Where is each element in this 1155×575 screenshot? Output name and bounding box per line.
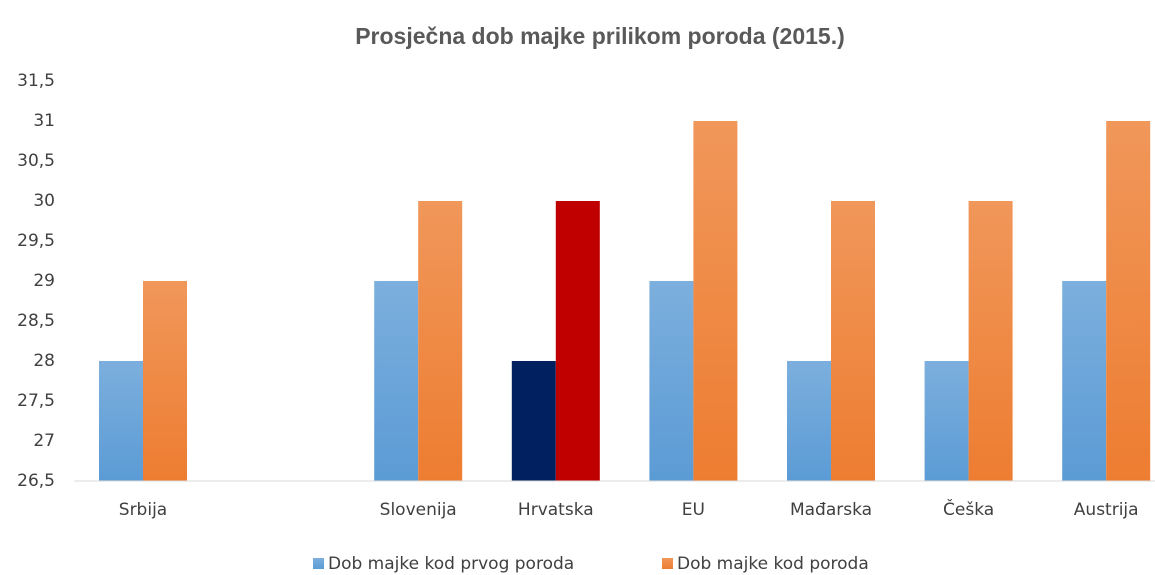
x-tick-label: Austrija — [1074, 500, 1139, 520]
x-tick-label: EU — [682, 500, 705, 520]
bar — [831, 201, 875, 481]
x-tick-label: Mađarska — [790, 500, 872, 520]
y-tick-label: 29,5 — [17, 231, 55, 251]
x-tick-label: Hrvatska — [518, 500, 594, 520]
bar — [143, 281, 187, 481]
x-tick-label: Slovenija — [380, 500, 457, 520]
y-tick-label: 30 — [33, 191, 55, 211]
bar — [649, 281, 694, 481]
bar — [968, 201, 1013, 481]
x-tick-label: Češka — [943, 498, 994, 520]
y-tick-label: 31,5 — [17, 71, 55, 91]
bar — [511, 361, 556, 481]
bar — [374, 281, 419, 481]
y-tick-label: 29 — [33, 271, 55, 291]
bar — [924, 361, 969, 481]
bar — [1106, 121, 1151, 481]
legend-label: Dob majke kod poroda — [677, 554, 869, 574]
y-tick-label: 31 — [33, 111, 55, 131]
legend-label: Dob majke kod prvog poroda — [328, 554, 574, 574]
y-tick-label: 27 — [33, 431, 55, 451]
y-tick-label: 30,5 — [17, 151, 55, 171]
y-tick-label: 28 — [33, 351, 55, 371]
y-tick-label: 26,5 — [17, 471, 55, 491]
bar — [555, 201, 600, 481]
x-tick-label: Srbija — [119, 500, 167, 520]
chart-title: Prosječna dob majke prilikom poroda (201… — [355, 23, 845, 49]
bar — [787, 361, 831, 481]
y-tick-label: 28,5 — [17, 311, 55, 331]
bar — [418, 201, 463, 481]
bar — [99, 361, 143, 481]
bar — [1062, 281, 1107, 481]
legend-swatch — [662, 558, 673, 569]
y-tick-label: 27,5 — [17, 391, 55, 411]
bar — [693, 121, 738, 481]
legend-swatch — [313, 558, 324, 569]
